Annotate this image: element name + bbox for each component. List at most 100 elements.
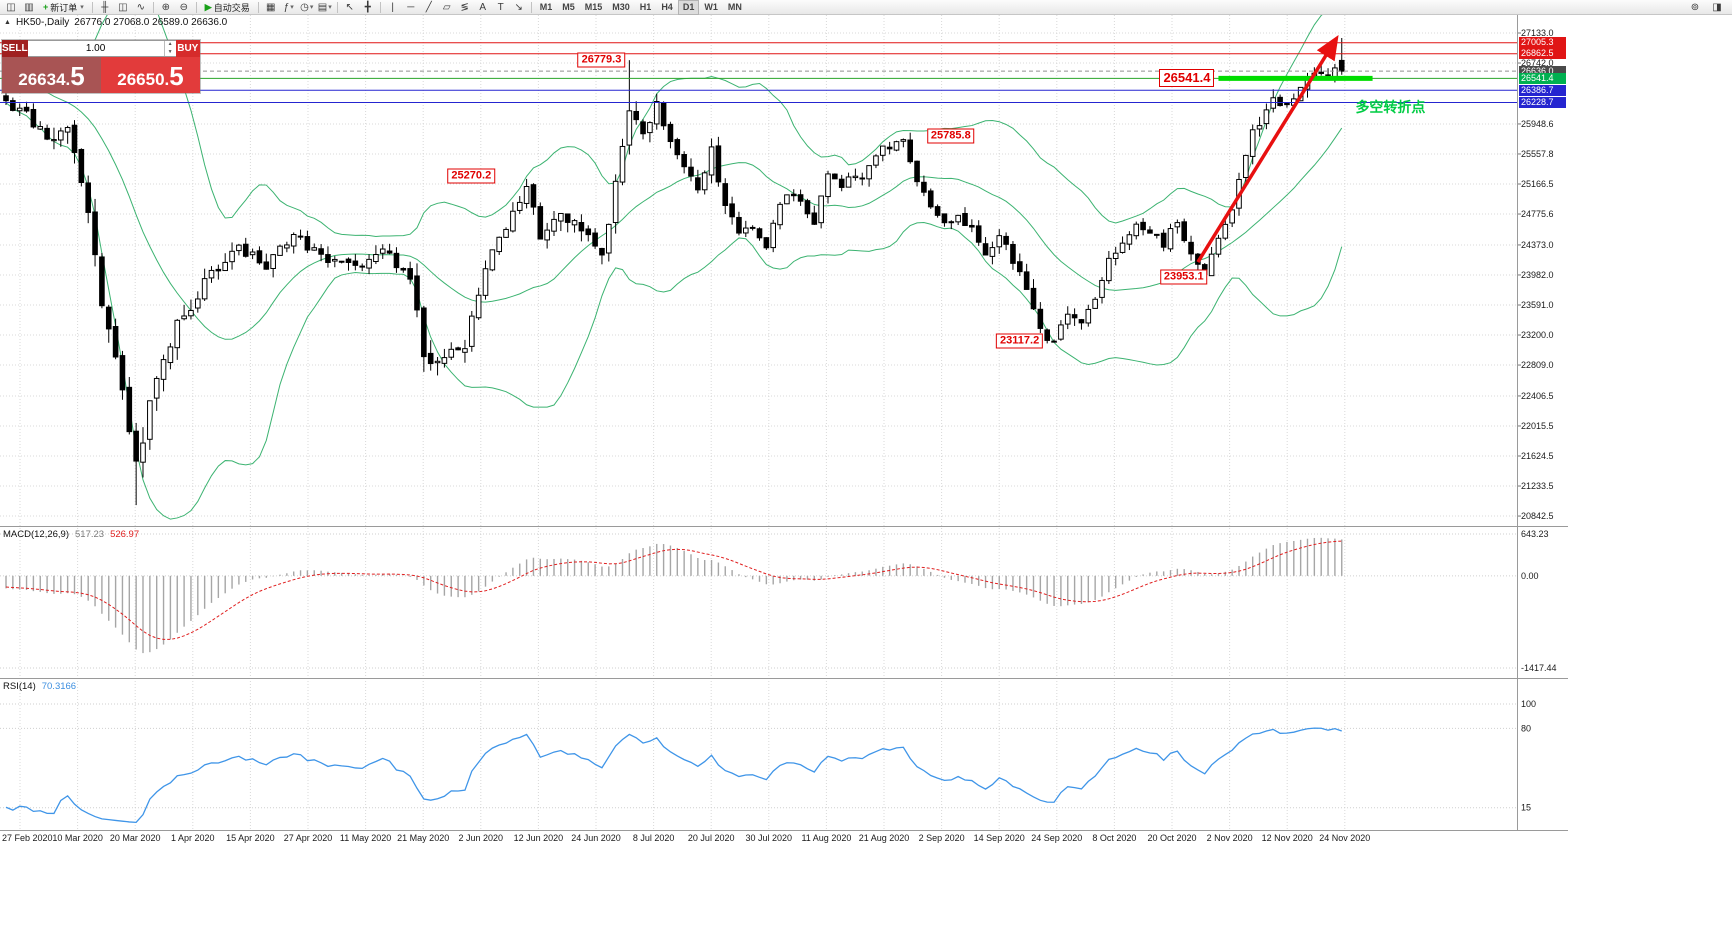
horizontal-line-icon[interactable]: ─: [407, 1, 415, 13]
svg-text:27 Apr 2020: 27 Apr 2020: [284, 833, 333, 843]
svg-text:1 Apr 2020: 1 Apr 2020: [171, 833, 215, 843]
svg-text:20 Oct 2020: 20 Oct 2020: [1147, 833, 1196, 843]
svg-text:15: 15: [1521, 803, 1531, 813]
svg-text:14 Sep 2020: 14 Sep 2020: [974, 833, 1025, 843]
svg-text:30 Jul 2020: 30 Jul 2020: [746, 833, 793, 843]
label-icon[interactable]: T: [497, 1, 504, 13]
svg-text:0.00: 0.00: [1521, 571, 1539, 581]
text-icon[interactable]: A: [479, 1, 487, 13]
timeframe-w1[interactable]: W1: [704, 2, 718, 12]
profiles-icon[interactable]: ▥: [24, 1, 34, 13]
price-axis-separator: [1517, 15, 1518, 831]
templates-icon[interactable]: ▤ ▾: [317, 1, 332, 13]
candle-chart-icon[interactable]: ◫: [118, 1, 128, 13]
svg-text:8 Oct 2020: 8 Oct 2020: [1092, 833, 1136, 843]
volume-input[interactable]: [27, 41, 164, 56]
vertical-line-icon[interactable]: |: [391, 1, 395, 13]
rsi-value: 70.3166: [41, 681, 77, 692]
svg-text:21624.5: 21624.5: [1521, 451, 1554, 461]
autotrade-button[interactable]: ▶ 自动交易: [204, 1, 250, 13]
timeframe-h4[interactable]: H4: [661, 2, 673, 12]
tile-windows-icon[interactable]: ▦: [266, 1, 276, 13]
panels-icon[interactable]: ◨: [1712, 1, 1722, 13]
sell-price-display[interactable]: 26634. 5: [2, 57, 101, 93]
svg-text:26742.0: 26742.0: [1521, 58, 1554, 68]
pane-separator-rsi[interactable]: [0, 678, 1568, 679]
svg-text:24 Jun 2020: 24 Jun 2020: [571, 833, 621, 843]
channel-icon[interactable]: ▱: [442, 1, 451, 13]
one-click-trade-panel: SELL ▲▼ BUY 26634.5 26650.5: [2, 40, 200, 93]
arrows-icon[interactable]: ↘: [514, 1, 523, 13]
svg-text:11 Aug 2020: 11 Aug 2020: [801, 833, 851, 843]
price-callout[interactable]: 23117.2: [996, 333, 1044, 349]
svg-text:80: 80: [1521, 723, 1531, 733]
toolbar-separator: [530, 1, 532, 13]
date-axis-separator: [0, 830, 1568, 831]
volume-stepper[interactable]: ▲ ▼: [163, 41, 176, 56]
svg-text:8 Jul 2020: 8 Jul 2020: [633, 833, 675, 843]
buy-price-main: 26650.: [117, 70, 170, 89]
buy-price-big-digit: 5: [169, 61, 184, 91]
indicators-icon[interactable]: ƒ ▾: [283, 1, 294, 13]
zoom-out-icon[interactable]: ⊖: [179, 1, 188, 13]
svg-text:2 Nov 2020: 2 Nov 2020: [1207, 833, 1253, 843]
svg-text:23200.0: 23200.0: [1521, 330, 1554, 340]
toolbar-separator: [257, 1, 259, 13]
timeframe-m15[interactable]: M15: [584, 2, 603, 12]
crosshair-icon[interactable]: ╋: [364, 1, 371, 13]
timeframe-m1[interactable]: M1: [539, 2, 553, 12]
pane-separator-macd[interactable]: [0, 526, 1568, 527]
macd-value: 517.23: [75, 529, 105, 540]
svg-text:-1417.44: -1417.44: [1521, 663, 1557, 673]
new-order-button[interactable]: + 新订单 ▾: [43, 2, 84, 13]
svg-text:20842.5: 20842.5: [1521, 511, 1554, 521]
svg-text:20 Jul 2020: 20 Jul 2020: [688, 833, 735, 843]
buy-price-display[interactable]: 26650. 5: [101, 57, 200, 93]
toolbar-right-group: ⊚ ◨: [1686, 0, 1730, 15]
toolbar-separator: [336, 1, 338, 13]
buy-button[interactable]: BUY: [175, 40, 200, 57]
fibonacci-icon[interactable]: ≶: [460, 1, 469, 13]
trendline-icon[interactable]: ╱: [425, 1, 432, 13]
svg-text:22809.0: 22809.0: [1521, 360, 1554, 370]
turning-point-note[interactable]: 多空转折点: [1355, 99, 1426, 116]
price-axis-tag: 26228.7: [1519, 96, 1566, 108]
sell-price-main: 26634.: [18, 70, 71, 89]
periods-icon[interactable]: ◷ ▾: [300, 1, 314, 13]
price-callout[interactable]: 25270.2: [447, 168, 496, 184]
sell-button[interactable]: SELL: [2, 40, 28, 57]
collapse-icon[interactable]: ▲: [4, 19, 11, 26]
price-callout[interactable]: 23953.1: [1159, 269, 1208, 285]
svg-text:21 Aug 2020: 21 Aug 2020: [859, 833, 910, 843]
macd-header: MACD(12,26,9) 517.23 526.97: [3, 529, 139, 540]
svg-text:21 May 2020: 21 May 2020: [397, 833, 449, 843]
price-axis-tag: 27005.3: [1519, 37, 1566, 49]
price-axis-tag: 26862.5: [1519, 48, 1566, 60]
search-icon[interactable]: ⊚: [1690, 1, 1700, 13]
line-chart-icon[interactable]: ∿: [136, 1, 145, 13]
price-callout[interactable]: 26779.3: [577, 52, 626, 68]
cursor-icon[interactable]: ↖: [345, 1, 354, 13]
chart-title: ▲ HK50-,Daily 26776.0 27068.0 26589.0 26…: [4, 17, 227, 28]
price-callout[interactable]: 25785.8: [926, 128, 975, 144]
svg-text:23591.0: 23591.0: [1521, 300, 1554, 310]
volume-up-icon[interactable]: ▲: [167, 41, 173, 48]
svg-text:100: 100: [1521, 699, 1536, 709]
timeframe-m30[interactable]: M30: [612, 2, 630, 12]
chart-window-icon[interactable]: ◫: [6, 1, 16, 13]
svg-text:12 Jun 2020: 12 Jun 2020: [514, 833, 564, 843]
svg-text:20 Mar 2020: 20 Mar 2020: [110, 833, 161, 843]
svg-text:23982.0: 23982.0: [1521, 270, 1554, 280]
zoom-in-icon[interactable]: ⊕: [161, 1, 170, 13]
price-callout[interactable]: 26541.4: [1159, 69, 1215, 88]
timeframe-d1[interactable]: D1: [677, 0, 700, 15]
svg-text:24 Nov 2020: 24 Nov 2020: [1319, 833, 1370, 843]
timeframe-m5[interactable]: M5: [562, 2, 575, 12]
bar-chart-icon[interactable]: ╫: [101, 1, 109, 13]
toolbar-separator: [152, 1, 154, 13]
timeframe-h1[interactable]: H1: [639, 2, 652, 12]
timeframe-mn[interactable]: MN: [727, 2, 742, 12]
volume-down-icon[interactable]: ▼: [167, 48, 173, 55]
